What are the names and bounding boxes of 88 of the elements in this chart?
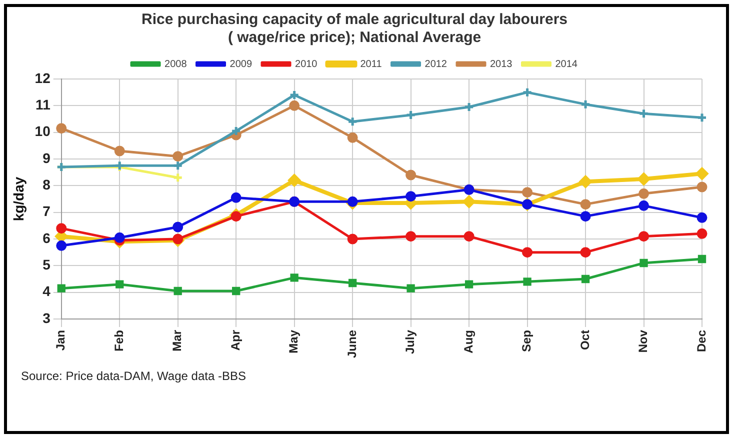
- point: [116, 280, 124, 288]
- point: [580, 99, 591, 110]
- point: [230, 192, 242, 203]
- legend-label: 2012: [424, 58, 448, 70]
- y-tick-label: 6: [42, 230, 51, 246]
- point: [174, 286, 182, 296]
- x-tick-label: Nov: [636, 330, 650, 353]
- point: [523, 278, 532, 286]
- point: [638, 200, 650, 211]
- y-tick-label: 11: [36, 96, 51, 113]
- point: [56, 240, 67, 251]
- point: [464, 231, 474, 242]
- text: ( wage/rice price); National Average: [228, 29, 482, 46]
- point: [290, 274, 298, 282]
- point: [56, 123, 67, 134]
- point: [172, 222, 184, 232]
- point: [580, 199, 591, 210]
- y-tick-label: 10: [34, 123, 51, 140]
- point: [406, 231, 416, 242]
- point: [638, 188, 650, 199]
- point: [696, 228, 708, 239]
- y-tick-label: 4: [42, 283, 51, 300]
- point: [580, 247, 591, 258]
- point: [406, 170, 416, 180]
- legend-label: 2013: [490, 58, 513, 70]
- y-tick-label: 7: [42, 203, 51, 220]
- y-tick-label: 8: [42, 176, 51, 193]
- point: [464, 102, 474, 112]
- point: [640, 258, 648, 268]
- x-tick-label: Apr: [228, 330, 242, 351]
- legend-label: 2009: [230, 58, 252, 70]
- y-tick-label: 9: [42, 150, 51, 166]
- point: [522, 87, 533, 98]
- point: [464, 280, 474, 288]
- legend-label: 2011: [360, 58, 382, 70]
- point: [347, 116, 358, 127]
- point: [638, 172, 650, 185]
- point: [580, 211, 591, 222]
- x-tick-label: July: [403, 330, 418, 354]
- point: [114, 232, 125, 243]
- x-tick-label: Mar: [170, 330, 184, 352]
- point: [288, 174, 300, 186]
- y-tick-label: 3: [42, 310, 51, 326]
- point: [696, 182, 708, 192]
- point: [406, 191, 416, 202]
- source-note: Source: Price data-DAM, Wage data -BBS: [21, 369, 247, 383]
- point: [406, 110, 416, 120]
- text: Rice purchasing capacity of male agricultural day labourers: [142, 11, 568, 28]
- x-tick-label: Oct: [578, 330, 592, 350]
- point: [289, 100, 300, 111]
- point: [232, 286, 240, 296]
- point: [696, 212, 708, 223]
- point: [172, 151, 184, 162]
- point: [289, 90, 300, 100]
- x-tick-label: Aug: [461, 330, 476, 354]
- point: [347, 234, 358, 244]
- point: [57, 284, 66, 292]
- point: [347, 132, 358, 143]
- x-tick-label: Feb: [112, 330, 126, 352]
- y-axis-title: kg/day: [10, 176, 26, 222]
- x-tick-label: Sep: [520, 330, 534, 352]
- point: [347, 196, 358, 207]
- point: [638, 231, 650, 242]
- legend-label: 2008: [164, 58, 188, 70]
- x-tick-label: May: [286, 330, 301, 354]
- point: [348, 278, 357, 288]
- y-tick-label: 5: [42, 256, 51, 273]
- legend-label: 2014: [555, 58, 578, 70]
- point: [581, 274, 590, 284]
- point: [522, 187, 533, 198]
- point: [230, 211, 242, 222]
- point: [230, 126, 242, 136]
- point: [114, 146, 125, 156]
- point: [463, 196, 476, 208]
- point: [580, 176, 592, 188]
- point: [522, 247, 533, 258]
- x-tick-label: Dec: [694, 330, 708, 352]
- point: [172, 234, 184, 244]
- point: [56, 223, 67, 234]
- legend-label: 2010: [295, 58, 318, 70]
- point: [406, 284, 415, 292]
- point: [696, 168, 708, 180]
- point: [698, 254, 706, 264]
- x-tick-label: Jan: [54, 330, 68, 351]
- x-tick-label: June: [344, 330, 359, 358]
- y-tick-label: 12: [34, 70, 51, 86]
- point: [172, 160, 184, 171]
- point: [638, 108, 650, 119]
